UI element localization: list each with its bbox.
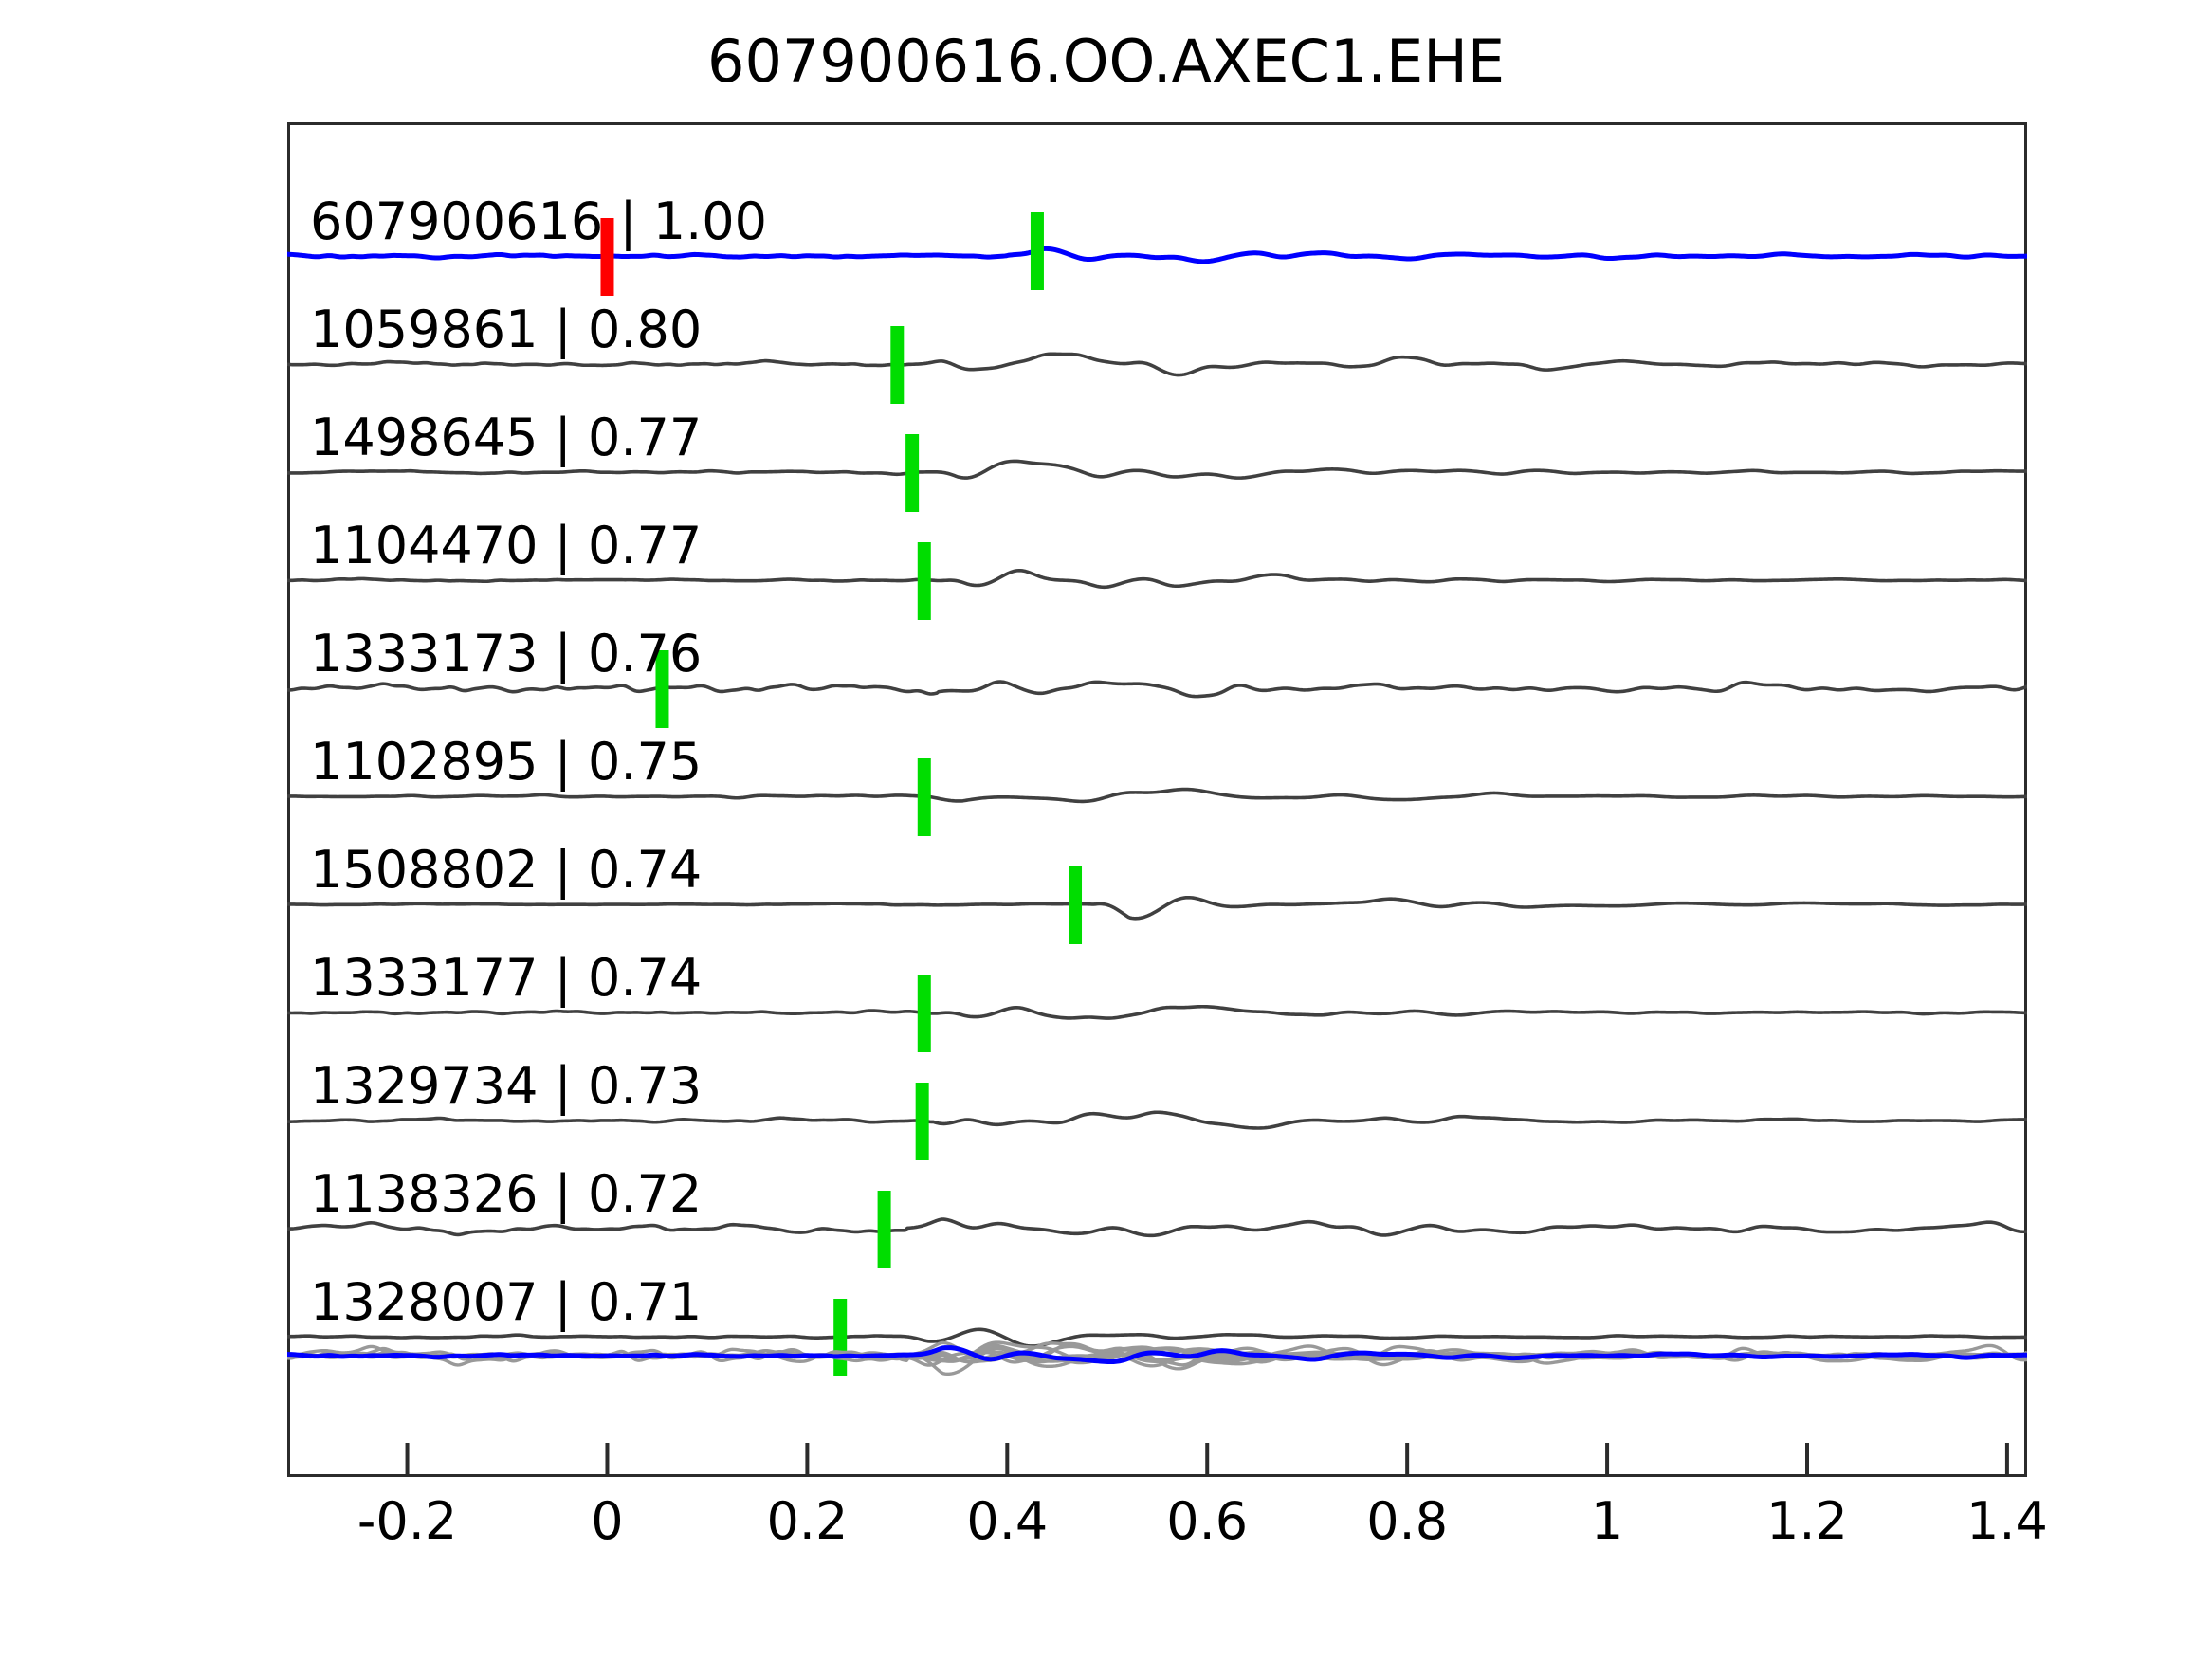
waveform-line-607900616 [287, 246, 2027, 264]
pick-marker-1059861 [890, 326, 905, 404]
overlay-template-trace [287, 1345, 2027, 1365]
trace-1508802 [287, 866, 2027, 944]
plot-area: 607900616 | 1.00 1059861 | 0.80 1498645 | … [287, 122, 2027, 1477]
x-axis-tick-labels: -0.2 0 0.2 0.4 0.6 0.8 1 1.2 1.4 [287, 1491, 2048, 1572]
waveform-line-1508802 [287, 895, 2027, 921]
x-tick-label-7: 1.2 [1766, 1491, 1848, 1551]
trace-label-1328007: 1328007 | 0.71 [310, 1272, 703, 1332]
pick-marker-1138326 [877, 1191, 891, 1268]
aligned-overlay-panel [287, 1340, 2027, 1376]
trace-label-1102895: 1102895 | 0.75 [310, 732, 703, 792]
waveform-line-1104470 [287, 568, 2027, 590]
x-tick-label-6: 1 [1590, 1491, 1624, 1551]
waveform-line-1498645 [287, 459, 2027, 480]
trace-1104470 [287, 542, 2027, 620]
x-tick-label-1: 0 [591, 1491, 624, 1551]
pick-marker-1328007 [833, 1299, 848, 1376]
trace-1333177 [287, 975, 2027, 1052]
axes-frame [287, 122, 2027, 1477]
trace-1138326 [287, 1191, 2027, 1268]
waveform-line-1333177 [287, 1004, 2027, 1020]
trace-label-1333173: 1333173 | 0.76 [310, 624, 703, 684]
waveform-line-1138326 [287, 1217, 2027, 1238]
trace-1333173 [287, 650, 2027, 728]
trace-label-1059861: 1059861 | 0.80 [310, 300, 703, 359]
trace-label-1498645: 1498645 | 0.77 [310, 408, 703, 467]
trace-label-1329734: 1329734 | 0.73 [310, 1056, 703, 1116]
pick-marker-1102895 [917, 758, 931, 836]
pick-marker-1329734 [915, 1083, 929, 1160]
x-tick-label-5: 0.8 [1366, 1491, 1449, 1551]
trace-label-1104470: 1104470 | 0.77 [310, 516, 703, 575]
secondary-pick-marker-607900616 [1030, 212, 1044, 290]
x-tick-label-3: 0.4 [966, 1491, 1049, 1551]
waveform-line-1333173 [287, 680, 2027, 699]
x-tick-label-4: 0.6 [1166, 1491, 1249, 1551]
x-tick-label-8: 1.4 [1965, 1491, 2048, 1551]
template-pick-marker-607900616 [600, 218, 614, 296]
pick-marker-1104470 [917, 542, 931, 620]
pick-marker-1498645 [905, 434, 920, 512]
waveform-line-1329734 [287, 1110, 2027, 1130]
waveform-line-1059861 [287, 352, 2027, 377]
pick-marker-1508802 [1069, 866, 1083, 944]
trace-1059861 [287, 326, 2027, 404]
waveform-line-1328007 [287, 1327, 2027, 1348]
x-tick-label-2: 0.2 [766, 1491, 849, 1551]
pick-marker-1333173 [655, 650, 669, 728]
trace-1329734 [287, 1083, 2027, 1160]
trace-label-1333177: 1333177 | 0.74 [310, 948, 703, 1008]
waveform-line-1102895 [287, 787, 2027, 804]
trace-1102895 [287, 758, 2027, 836]
trace-label-607900616: 607900616 | 1.00 [310, 191, 767, 251]
page-title: 607900616.OO.AXEC1.EHE [707, 27, 1505, 96]
trace-1498645 [287, 434, 2027, 512]
trace-label-1508802: 1508802 | 0.74 [310, 840, 703, 900]
waveform-canvas [287, 122, 2027, 1477]
pick-marker-1333177 [917, 975, 931, 1052]
trace-label-1138326: 1138326 | 0.72 [310, 1164, 703, 1224]
trace-607900616 [287, 212, 2027, 296]
x-tick-label-0: -0.2 [356, 1491, 458, 1551]
